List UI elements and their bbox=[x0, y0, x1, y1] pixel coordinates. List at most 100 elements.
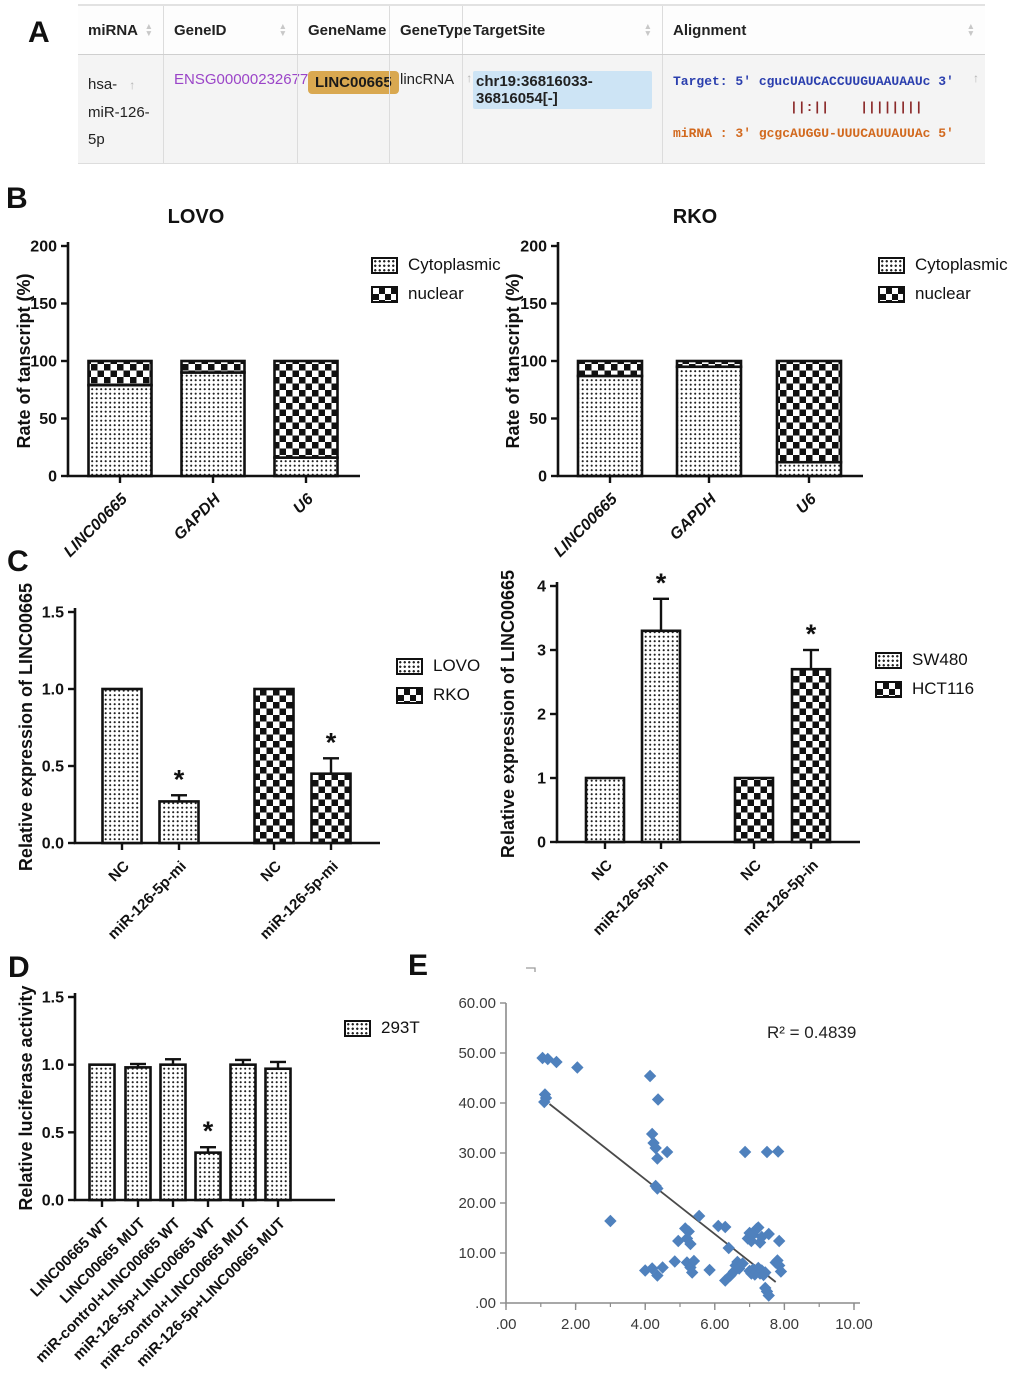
up-arrow-icon: ↑ bbox=[466, 71, 473, 85]
panel-label-b: B bbox=[6, 182, 28, 215]
bar-segment bbox=[87, 359, 153, 387]
header-label: TargetSite bbox=[473, 21, 546, 39]
up-arrow-icon: ↑ bbox=[129, 78, 136, 92]
y-tick-label: 50 bbox=[529, 411, 547, 428]
data-point bbox=[731, 1255, 744, 1269]
data-point bbox=[759, 1266, 772, 1279]
y-tick-label: 10.00 bbox=[458, 1245, 496, 1262]
nuclear-pattern-swatch bbox=[878, 285, 905, 303]
legend-item: nuclear bbox=[878, 284, 1008, 304]
bar bbox=[159, 1063, 187, 1202]
x-tick-label: .00 bbox=[496, 1316, 517, 1333]
y-axis-title: Relative expression of LINC00665 bbox=[498, 570, 518, 858]
y-tick-label: 4 bbox=[537, 579, 546, 596]
panel-label-e: E bbox=[408, 949, 429, 982]
bar bbox=[733, 776, 775, 844]
rko-pattern-swatch bbox=[396, 686, 423, 704]
alignment-target-line: Target: 5' cgucUAUCACCUUGUAAUAAUc 3' bbox=[673, 74, 954, 89]
bar-segment bbox=[675, 365, 743, 478]
bar bbox=[194, 1151, 222, 1202]
data-point bbox=[571, 1061, 584, 1074]
legend-label: nuclear bbox=[408, 284, 464, 303]
legend-item: SW480 bbox=[875, 650, 974, 670]
data-point bbox=[774, 1265, 788, 1278]
sw480-pattern-swatch bbox=[875, 651, 902, 669]
y-tick-label: 100 bbox=[30, 354, 57, 371]
sort-icon[interactable]: ▲ ▼ bbox=[643, 21, 652, 38]
data-point bbox=[651, 1269, 664, 1282]
data-point bbox=[727, 1265, 741, 1278]
header-label: miRNA bbox=[88, 21, 139, 39]
mirna-line1: hsa- bbox=[88, 76, 118, 93]
data-point bbox=[668, 1255, 681, 1268]
data-point bbox=[772, 1234, 786, 1248]
data-point bbox=[651, 1152, 664, 1165]
chart-rko: 0 50 100 150 200 Rate of tanscript (%) RKO LINC… bbox=[503, 206, 863, 561]
x-tick-label: 10.00 bbox=[835, 1316, 873, 1333]
y-tick-label: 100 bbox=[520, 354, 547, 371]
sort-icon[interactable]: ▲ ▼ bbox=[278, 21, 287, 38]
legend-rko: Cytoplasmic nuclear bbox=[878, 255, 1008, 304]
legend-label: RKO bbox=[433, 685, 470, 704]
y-tick-label: 0 bbox=[538, 469, 547, 486]
data-point bbox=[660, 1145, 674, 1159]
legend-label: Cytoplasmic bbox=[915, 255, 1008, 274]
y-tick-label: 1.5 bbox=[42, 605, 64, 622]
bar-segment bbox=[775, 460, 843, 478]
x-tick-label: 2.00 bbox=[561, 1316, 590, 1333]
chart-title: RKO bbox=[673, 206, 717, 228]
data-point bbox=[687, 1254, 701, 1268]
x-category-label: GAPDH bbox=[667, 490, 720, 543]
header-genename: GeneName bbox=[297, 6, 389, 54]
data-point bbox=[771, 1145, 785, 1158]
alignment-pairing-line: ||:|| |||||||| bbox=[673, 100, 923, 115]
data-point bbox=[538, 1095, 551, 1109]
y-axis-title: Relative luciferase activity bbox=[16, 985, 36, 1210]
data-point bbox=[719, 1220, 732, 1234]
y-tick-label: 2 bbox=[537, 707, 546, 724]
bar-segment bbox=[180, 359, 246, 374]
header-label: Alignment bbox=[673, 21, 747, 39]
y-tick-label: 60.00 bbox=[458, 995, 496, 1012]
data-point bbox=[550, 1055, 563, 1069]
up-arrow-icon: ↑ bbox=[973, 71, 979, 85]
bar bbox=[310, 772, 352, 845]
legend-label: HCT116 bbox=[912, 679, 975, 698]
bar bbox=[790, 667, 832, 844]
y-tick-label: 150 bbox=[520, 296, 547, 313]
sort-icon[interactable]: ▲ ▼ bbox=[144, 21, 153, 38]
sort-icon[interactable]: ▲ ▼ bbox=[966, 21, 975, 38]
data-point bbox=[672, 1234, 685, 1248]
t293-pattern-swatch bbox=[344, 1019, 371, 1037]
cell-genename: LINC00665 bbox=[297, 55, 399, 163]
y-tick-label: 1.5 bbox=[42, 990, 64, 1007]
y-tick-label: 30.00 bbox=[458, 1145, 496, 1162]
header-label: GeneName bbox=[308, 21, 387, 39]
y-tick-label: 20.00 bbox=[458, 1195, 496, 1212]
data-point bbox=[722, 1241, 735, 1255]
bar bbox=[640, 629, 682, 844]
gene-id-link[interactable]: ENSG00000232677 bbox=[174, 71, 309, 88]
x-tick-label: 6.00 bbox=[700, 1316, 729, 1333]
significance-star: * bbox=[174, 764, 185, 794]
y-tick-label: 50 bbox=[39, 411, 57, 428]
x-category-label: U6 bbox=[290, 491, 317, 518]
bar bbox=[264, 1067, 292, 1202]
y-tick-label: 150 bbox=[30, 296, 57, 313]
x-category-label: LINC00665 bbox=[61, 490, 132, 561]
y-tick-label: 200 bbox=[520, 239, 547, 256]
x-category-label: NC bbox=[588, 857, 615, 884]
legend-label: Cytoplasmic bbox=[408, 255, 501, 274]
x-category-label: NC bbox=[257, 858, 284, 885]
bar bbox=[229, 1063, 257, 1202]
cell-targetsite: chr19:36816033-36816054[-] bbox=[462, 55, 662, 163]
bar-segment bbox=[576, 359, 644, 378]
r-squared-label: R² = 0.4839 bbox=[767, 1023, 856, 1042]
legend-item: HCT116 bbox=[875, 679, 974, 699]
data-point bbox=[649, 1141, 662, 1155]
y-tick-label: 0.5 bbox=[42, 1125, 64, 1142]
bar-segment bbox=[273, 456, 339, 478]
data-point bbox=[645, 1262, 659, 1275]
bar bbox=[253, 687, 295, 845]
y-tick-label: 0.0 bbox=[42, 836, 64, 853]
